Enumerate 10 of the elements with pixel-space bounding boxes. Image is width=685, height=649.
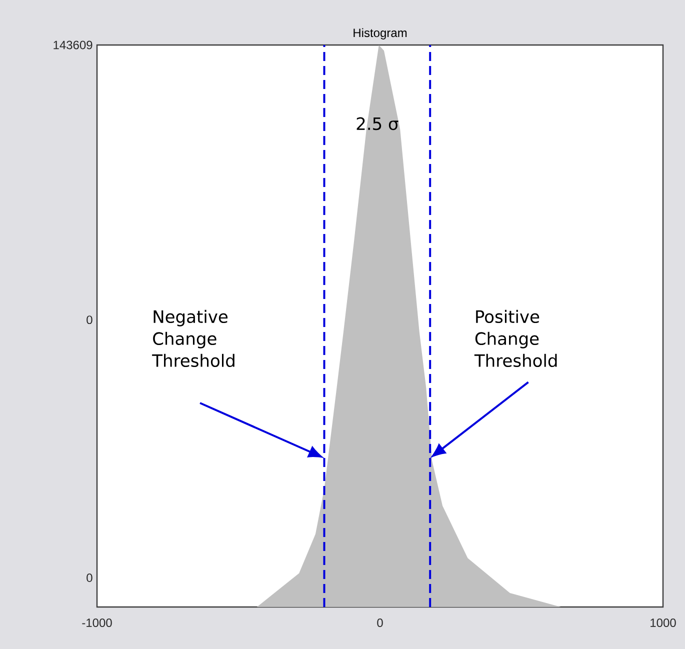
text: 0 xyxy=(86,574,92,582)
annotation: Positive Change Threshold xyxy=(474,310,557,368)
text: 0 xyxy=(86,316,92,324)
x-tick-label: 0 xyxy=(377,618,383,628)
annotation: Negative Change Threshold xyxy=(152,310,234,368)
text: 143609 xyxy=(54,40,92,50)
annotation: 2.5 σ xyxy=(356,117,398,130)
x-tick-label: -1000 xyxy=(82,618,112,628)
chart-title: Histogram xyxy=(354,28,407,40)
x-tick-label: 1000 xyxy=(650,618,676,628)
